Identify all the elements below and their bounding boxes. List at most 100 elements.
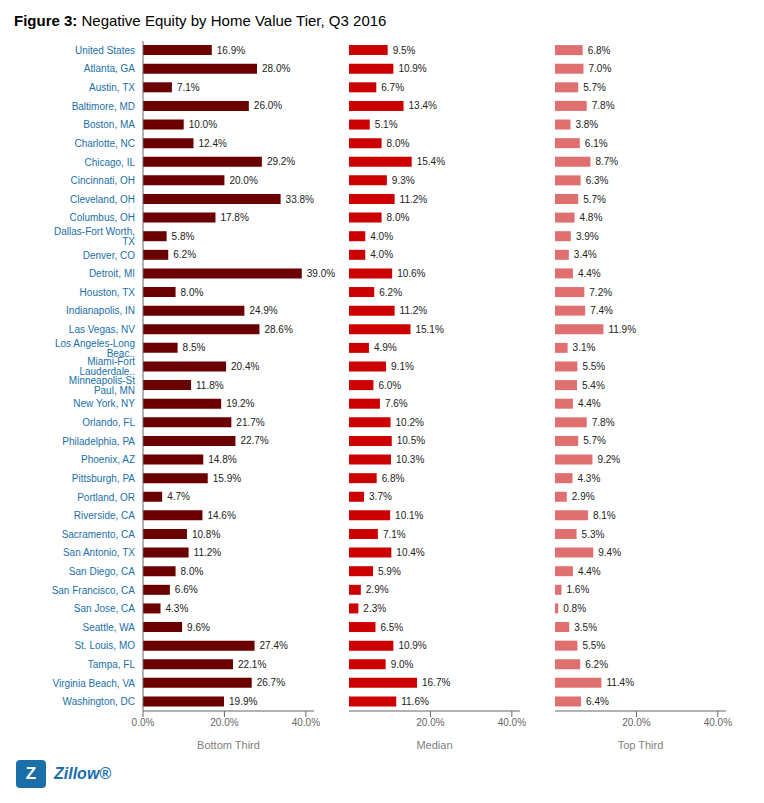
svg-text:29.2%: 29.2% (267, 156, 295, 167)
svg-text:4.4%: 4.4% (578, 398, 601, 409)
svg-text:3.7%: 3.7% (369, 491, 392, 502)
svg-text:Denver, CO: Denver, CO (83, 250, 135, 261)
svg-text:Austin, TX: Austin, TX (89, 82, 135, 93)
svg-text:5.1%: 5.1% (375, 119, 398, 130)
svg-text:San Diego, CA: San Diego, CA (69, 566, 135, 577)
svg-text:10.3%: 10.3% (396, 454, 424, 465)
svg-text:9.4%: 9.4% (598, 547, 621, 558)
svg-text:9.0%: 9.0% (391, 659, 414, 670)
svg-text:6.4%: 6.4% (586, 696, 609, 707)
svg-text:4.4%: 4.4% (578, 268, 601, 279)
svg-text:Tampa, FL: Tampa, FL (88, 659, 136, 670)
svg-text:28.6%: 28.6% (264, 324, 292, 335)
svg-text:8.5%: 8.5% (183, 342, 206, 353)
svg-text:8.1%: 8.1% (593, 510, 616, 521)
svg-text:0.0%: 0.0% (132, 717, 155, 728)
svg-text:Minneapolis-StPaul, MN: Minneapolis-StPaul, MN (69, 375, 135, 396)
svg-text:20.4%: 20.4% (231, 361, 259, 372)
svg-text:15.4%: 15.4% (417, 156, 445, 167)
svg-text:Sacramento, CA: Sacramento, CA (62, 529, 136, 540)
svg-text:5.7%: 5.7% (583, 82, 606, 93)
svg-text:8.0%: 8.0% (181, 566, 204, 577)
svg-text:7.1%: 7.1% (383, 529, 406, 540)
svg-text:San Antonio, TX: San Antonio, TX (63, 547, 135, 558)
svg-text:22.1%: 22.1% (238, 659, 266, 670)
svg-text:10.5%: 10.5% (397, 435, 425, 446)
svg-text:9.5%: 9.5% (393, 45, 416, 56)
svg-text:6.8%: 6.8% (382, 473, 405, 484)
svg-text:6.2%: 6.2% (379, 287, 402, 298)
svg-text:10.9%: 10.9% (398, 63, 426, 74)
svg-text:8.7%: 8.7% (595, 156, 618, 167)
svg-text:12.4%: 12.4% (198, 138, 226, 149)
svg-text:9.3%: 9.3% (392, 175, 415, 186)
svg-text:20.0%: 20.0% (210, 717, 238, 728)
svg-text:5.8%: 5.8% (172, 231, 195, 242)
svg-text:40.0%: 40.0% (704, 717, 732, 728)
svg-text:5.7%: 5.7% (583, 435, 606, 446)
svg-text:Seattle, WA: Seattle, WA (83, 622, 136, 633)
svg-text:10.4%: 10.4% (396, 547, 424, 558)
svg-text:7.8%: 7.8% (592, 417, 615, 428)
svg-text:Cincinnati, OH: Cincinnati, OH (71, 175, 135, 186)
svg-text:Riverside, CA: Riverside, CA (74, 510, 135, 521)
svg-text:2.3%: 2.3% (363, 603, 386, 614)
svg-text:6.5%: 6.5% (380, 622, 403, 633)
svg-text:28.0%: 28.0% (262, 63, 290, 74)
svg-text:Virginia Beach, VA: Virginia Beach, VA (53, 678, 136, 689)
svg-text:16.7%: 16.7% (422, 677, 450, 688)
svg-text:40.0%: 40.0% (498, 717, 526, 728)
svg-text:New York, NY: New York, NY (73, 398, 135, 409)
svg-text:5.5%: 5.5% (582, 361, 605, 372)
svg-text:1.6%: 1.6% (567, 584, 590, 595)
svg-text:7.4%: 7.4% (590, 305, 613, 316)
svg-text:Chicago, IL: Chicago, IL (84, 157, 135, 168)
svg-text:11.9%: 11.9% (608, 324, 636, 335)
svg-text:4.7%: 4.7% (167, 491, 190, 502)
svg-text:San Francisco, CA: San Francisco, CA (52, 585, 136, 596)
svg-text:2.9%: 2.9% (572, 491, 595, 502)
svg-text:9.2%: 9.2% (597, 454, 620, 465)
svg-text:6.7%: 6.7% (381, 82, 404, 93)
svg-text:Washington, DC: Washington, DC (63, 696, 135, 707)
svg-text:8.0%: 8.0% (387, 138, 410, 149)
svg-text:11.6%: 11.6% (401, 696, 429, 707)
svg-text:11.4%: 11.4% (606, 677, 634, 688)
svg-text:40.0%: 40.0% (292, 717, 320, 728)
svg-text:10.8%: 10.8% (192, 529, 220, 540)
svg-text:2.9%: 2.9% (366, 584, 389, 595)
svg-text:Atlanta, GA: Atlanta, GA (84, 63, 135, 74)
svg-text:Philadelphia, PA: Philadelphia, PA (62, 436, 135, 447)
svg-text:4.4%: 4.4% (578, 566, 601, 577)
svg-text:7.0%: 7.0% (589, 63, 612, 74)
svg-text:26.7%: 26.7% (257, 677, 285, 688)
svg-text:20.0%: 20.0% (622, 717, 650, 728)
svg-text:Houston, TX: Houston, TX (80, 287, 136, 298)
svg-text:Median: Median (416, 739, 452, 751)
svg-text:3.1%: 3.1% (573, 342, 596, 353)
svg-text:6.2%: 6.2% (173, 249, 196, 260)
svg-text:4.3%: 4.3% (166, 603, 189, 614)
svg-text:4.0%: 4.0% (370, 249, 393, 260)
svg-text:11.2%: 11.2% (400, 194, 428, 205)
svg-text:St. Louis, MO: St. Louis, MO (74, 640, 135, 651)
svg-text:6.0%: 6.0% (378, 380, 401, 391)
svg-text:15.9%: 15.9% (213, 473, 241, 484)
svg-text:3.4%: 3.4% (574, 249, 597, 260)
svg-text:10.1%: 10.1% (395, 510, 423, 521)
svg-text:24.9%: 24.9% (249, 305, 277, 316)
svg-text:Columbus, OH: Columbus, OH (69, 212, 135, 223)
svg-text:Las Vegas, NV: Las Vegas, NV (69, 324, 135, 335)
svg-text:Charlotte, NC: Charlotte, NC (74, 138, 135, 149)
svg-text:7.1%: 7.1% (177, 82, 200, 93)
svg-text:19.2%: 19.2% (226, 398, 254, 409)
svg-text:6.8%: 6.8% (588, 45, 611, 56)
svg-text:26.0%: 26.0% (254, 100, 282, 111)
svg-text:4.0%: 4.0% (370, 231, 393, 242)
svg-text:10.0%: 10.0% (189, 119, 217, 130)
svg-text:Detroit, MI: Detroit, MI (89, 268, 135, 279)
svg-text:13.4%: 13.4% (409, 100, 437, 111)
svg-text:11.2%: 11.2% (194, 547, 222, 558)
svg-text:7.2%: 7.2% (589, 287, 612, 298)
svg-text:Baltimore, MD: Baltimore, MD (72, 101, 135, 112)
